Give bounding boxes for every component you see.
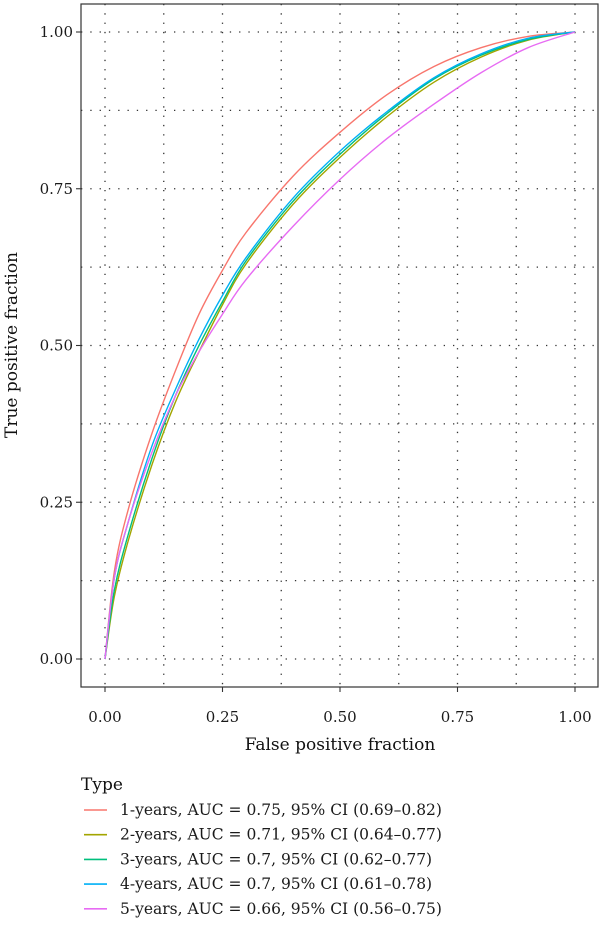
x-tick-label: 1.00 [558,708,591,726]
roc-curve-1 [104,31,576,660]
y-tick-label: 0.25 [40,493,73,511]
y-tick-label: 1.00 [40,23,73,41]
y-tick-label: 0.75 [40,180,73,198]
y-tick-label: 0.00 [40,650,73,668]
y-tick-label: 0.50 [40,337,73,355]
x-tick-label: 0.50 [323,708,356,726]
x-tick-label: 0.25 [206,708,239,726]
legend-title: Type [81,775,123,795]
legend-label-2: 2-years, AUC = 0.71, 95% CI (0.64–0.77) [120,826,442,844]
axis-ticks: 0.00 0.25 0.50 0.75 1.00 0.00 0.25 0.50 0.75 1.00 [40,23,592,726]
legend-label-5: 5-years, AUC = 0.66, 95% CI (0.56–0.75) [120,900,442,918]
legend-label-3: 3-years, AUC = 0.7, 95% CI (0.62–0.77) [120,850,432,868]
legend-label-4: 4-years, AUC = 0.7, 95% CI (0.61–0.78) [120,875,432,893]
roc-curves [104,31,576,660]
x-axis-title: False positive fraction [245,735,436,755]
x-tick-label: 0.75 [441,708,474,726]
roc-curve-5 [104,31,576,660]
plot-panel [80,3,599,688]
x-tick-label: 0.00 [88,708,121,726]
roc-curve-2 [104,31,576,660]
y-axis-title: True positive fraction [2,252,22,438]
legend: 1-years, AUC = 0.75, 95% CI (0.69–0.82) 2… [84,801,442,918]
roc-curve-3 [104,31,576,660]
legend-label-1: 1-years, AUC = 0.75, 95% CI (0.69–0.82) [120,801,442,819]
